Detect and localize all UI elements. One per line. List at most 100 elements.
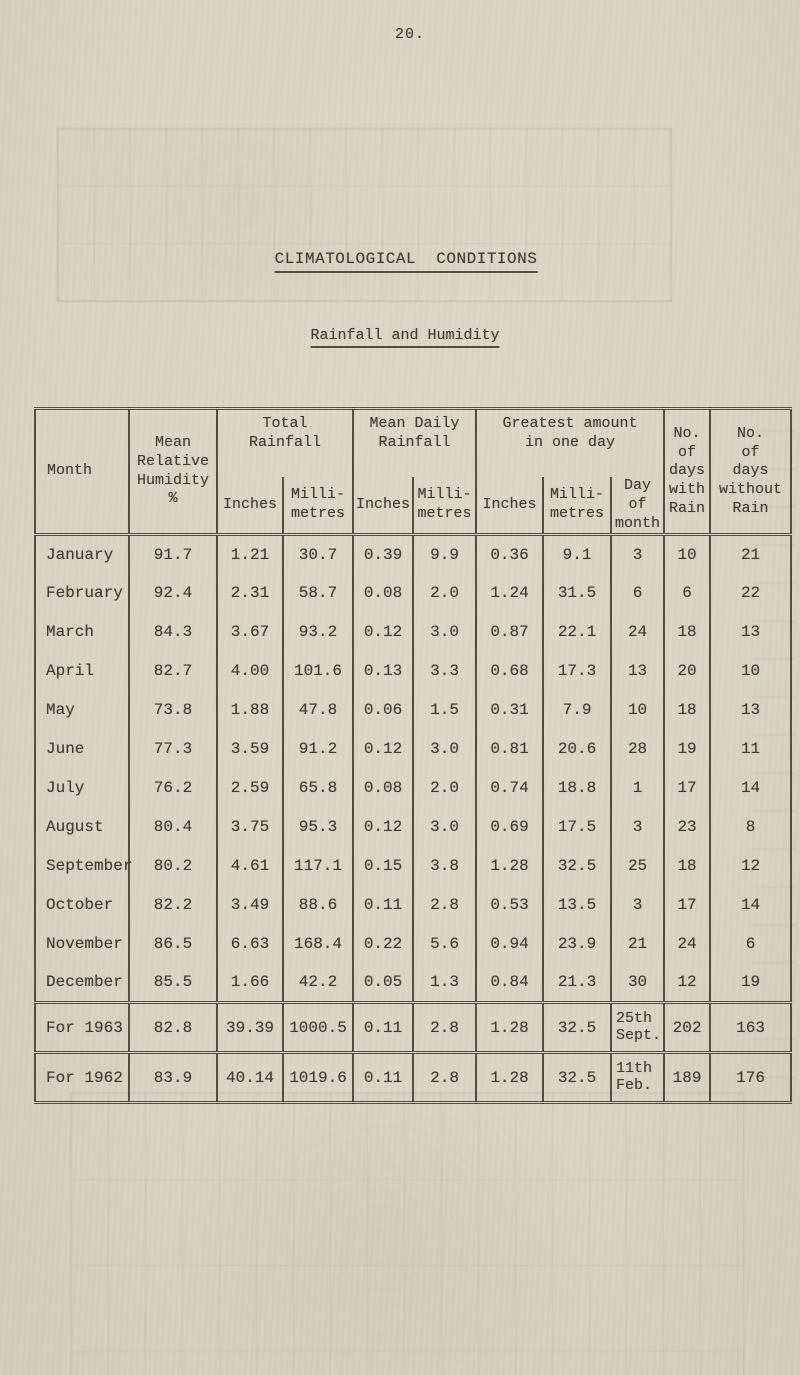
- value-cell: 163: [709, 1001, 792, 1053]
- value-cell: 1.3: [412, 963, 477, 1003]
- value-cell: 6: [709, 924, 792, 964]
- value-cell: 25th Sept.: [610, 1001, 665, 1053]
- value-cell: 24: [610, 612, 665, 652]
- value-cell: 2.8: [412, 885, 477, 925]
- table-row: October 82.2 3.49 88.6 0.11 2.8 0.53 13.5 3 17 14: [35, 885, 792, 925]
- table-row: For 1963 82.8 39.39 1000.5 0.11 2.8 1.28 32.5 25…: [35, 1001, 792, 1053]
- value-cell: 1.5: [412, 690, 477, 730]
- table-row: August 80.4 3.75 95.3 0.12 3.0 0.69 17.5 3 23 8: [35, 807, 792, 847]
- col-header-daily-inches: Inches: [352, 477, 414, 535]
- value-cell: 1.66: [216, 963, 283, 1003]
- value-cell: 0.13: [352, 651, 414, 691]
- value-cell: 1.28: [475, 846, 544, 886]
- value-cell: 17.3: [542, 651, 612, 691]
- value-cell: 83.9: [128, 1051, 217, 1103]
- col-header-greatest-millimetres: Milli- metres: [542, 477, 612, 535]
- value-cell: 13: [709, 612, 792, 652]
- header-sub-row: Inches Milli- metres Inches Milli- metre…: [35, 477, 791, 535]
- value-cell: 0.12: [352, 807, 414, 847]
- value-cell: 2.59: [216, 768, 283, 808]
- value-cell: 42.2: [281, 963, 354, 1003]
- value-cell: 32.5: [542, 1001, 612, 1053]
- value-cell: 22.1: [542, 612, 612, 652]
- value-cell: 40.14: [216, 1051, 283, 1103]
- value-cell: 19: [663, 729, 711, 769]
- value-cell: 13: [709, 690, 792, 730]
- col-header-total-millimetres: Milli- metres: [281, 477, 354, 535]
- value-cell: 84.3: [128, 612, 217, 652]
- value-cell: 11: [709, 729, 792, 769]
- value-cell: 6: [663, 573, 711, 613]
- value-cell: 18: [663, 612, 711, 652]
- value-cell: 80.2: [128, 846, 217, 886]
- value-cell: 1: [610, 768, 665, 808]
- value-cell: 82.7: [128, 651, 217, 691]
- table-row: December 85.5 1.66 42.2 0.05 1.3 0.84 21.3 30 12 1…: [35, 963, 792, 1003]
- col-header-total-inches: Inches: [216, 477, 283, 535]
- value-cell: 0.06: [352, 690, 414, 730]
- value-cell: 9.1: [542, 533, 612, 574]
- value-cell: 4.61: [216, 846, 283, 886]
- month-cell: March: [46, 623, 95, 642]
- value-cell: 91.7: [128, 533, 217, 574]
- value-cell: 14: [709, 885, 792, 925]
- value-cell: 32.5: [542, 1051, 612, 1103]
- value-cell: 0.12: [352, 612, 414, 652]
- value-cell: 47.8: [281, 690, 354, 730]
- section-subtitle: Rainfall and Humidity: [310, 327, 500, 348]
- value-cell: 92.4: [128, 573, 217, 613]
- value-cell: 20: [663, 651, 711, 691]
- value-cell: 22: [709, 573, 792, 613]
- col-header-day-of-month: Day of month: [610, 477, 665, 535]
- value-cell: 85.5: [128, 963, 217, 1003]
- page-number: 20.: [394, 26, 426, 43]
- value-cell: 1.24: [475, 573, 544, 613]
- header-group-row: Month Mean Relative Humidity % Total Rai…: [35, 408, 792, 535]
- page-title: CLIMATOLOGICAL CONDITIONS: [274, 250, 538, 273]
- value-cell: 95.3: [281, 807, 354, 847]
- value-cell: 82.2: [128, 885, 217, 925]
- value-cell: 0.08: [352, 768, 414, 808]
- value-cell: 20.6: [542, 729, 612, 769]
- value-cell: 0.69: [475, 807, 544, 847]
- rainfall-humidity-table: Month Mean Relative Humidity % Total Rai…: [34, 407, 793, 1105]
- table-row: May 73.8 1.88 47.8 0.06 1.5 0.31 7.9 10 18 13: [35, 690, 792, 730]
- value-cell: 14: [709, 768, 792, 808]
- value-cell: 18: [663, 846, 711, 886]
- col-group-total-rainfall: Total Rainfall: [215, 408, 354, 477]
- value-cell: 0.94: [475, 924, 544, 964]
- col-group-mean-daily-rainfall: Mean Daily Rainfall: [352, 408, 477, 477]
- value-cell: 21.3: [542, 963, 612, 1003]
- col-header-daily-millimetres: Milli- metres: [412, 477, 477, 535]
- table-row: For 1962 83.9 40.14 1019.6 0.11 2.8 1.28 32.5 11…: [35, 1051, 792, 1103]
- value-cell: 31.5: [542, 573, 612, 613]
- value-cell: 1.28: [475, 1051, 544, 1103]
- value-cell: 30.7: [281, 533, 354, 574]
- value-cell: 9.9: [412, 533, 477, 574]
- value-cell: 0.15: [352, 846, 414, 886]
- month-cell: May: [46, 701, 75, 720]
- col-header-month: Month: [47, 462, 93, 480]
- value-cell: 65.8: [281, 768, 354, 808]
- value-cell: 86.5: [128, 924, 217, 964]
- value-cell: 76.2: [128, 768, 217, 808]
- table-row: February 92.4 2.31 58.7 0.08 2.0 1.24 31.5 6 6 22: [35, 573, 792, 613]
- value-cell: 13.5: [542, 885, 612, 925]
- value-cell: 0.11: [352, 885, 414, 925]
- value-cell: 3.49: [216, 885, 283, 925]
- value-cell: 0.11: [352, 1051, 414, 1103]
- value-cell: 82.8: [128, 1001, 217, 1053]
- value-cell: 24: [663, 924, 711, 964]
- value-cell: 88.6: [281, 885, 354, 925]
- value-cell: 18.8: [542, 768, 612, 808]
- value-cell: 32.5: [542, 846, 612, 886]
- value-cell: 0.12: [352, 729, 414, 769]
- month-cell: April: [46, 662, 95, 681]
- value-cell: 17: [663, 768, 711, 808]
- month-cell: June: [46, 740, 85, 759]
- value-cell: 19: [709, 963, 792, 1003]
- month-cell: January: [35, 533, 129, 574]
- value-cell: 6: [610, 573, 665, 613]
- month-cell: October: [46, 896, 114, 915]
